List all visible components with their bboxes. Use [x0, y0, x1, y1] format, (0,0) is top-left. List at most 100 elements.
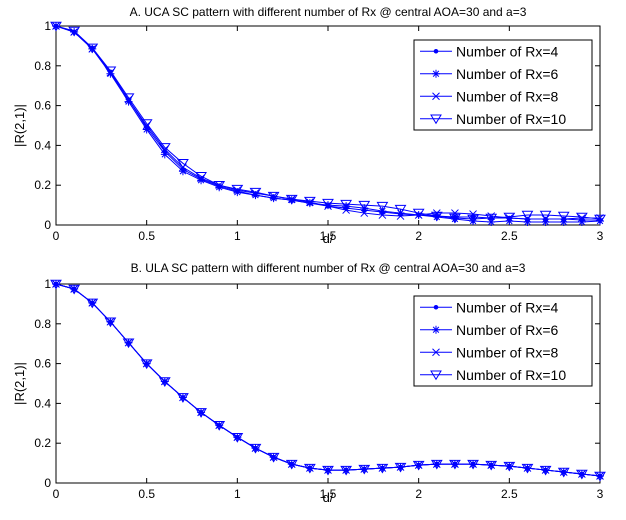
series-4: [50, 21, 606, 225]
data-point: [68, 284, 81, 295]
series-4: [50, 279, 606, 482]
x-tick-label: 0: [53, 229, 60, 243]
data-point: [539, 465, 552, 476]
data-point: [86, 43, 99, 54]
data-point: [287, 196, 296, 205]
data-point: [376, 463, 389, 474]
data-point: [575, 212, 588, 223]
data-point: [559, 218, 568, 227]
x-tick-label: 0.5: [138, 229, 155, 243]
data-point: [303, 196, 316, 207]
x-axis-label: d/: [323, 231, 334, 246]
chart-panel-1: A. UCA SC pattern with different number …: [12, 5, 606, 246]
data-point: [467, 214, 479, 225]
x-tick-label: 2: [415, 229, 422, 243]
legend-label: Number of Rx=6: [456, 66, 559, 82]
data-point: [322, 198, 334, 209]
y-tick-label: 0: [44, 218, 51, 232]
data-point: [251, 189, 260, 198]
y-axis-label: |R(2,1)|: [12, 362, 27, 405]
data-point: [557, 467, 570, 478]
series-3: [52, 22, 604, 223]
data-point: [505, 214, 514, 222]
y-tick-label: 0.4: [34, 396, 51, 410]
data-point: [503, 461, 516, 472]
y-tick-label: 0.2: [34, 178, 51, 192]
data-point: [160, 150, 169, 159]
data-point: [376, 201, 389, 212]
data-point: [412, 460, 425, 471]
data-point: [177, 159, 189, 169]
data-point: [195, 171, 207, 182]
legend-label: Number of Rx=6: [456, 322, 559, 338]
legend-label: Number of Rx=10: [456, 111, 566, 127]
y-tick-label: 1: [44, 277, 51, 291]
legend-label: Number of Rx=4: [456, 299, 559, 315]
data-point: [177, 393, 189, 403]
data-point: [523, 218, 532, 227]
data-point: [142, 121, 151, 130]
data-point: [251, 191, 260, 200]
data-point: [233, 186, 242, 195]
x-axis-label: d/: [323, 490, 334, 505]
x-tick-label: 1: [234, 229, 241, 243]
data-point: [449, 459, 461, 470]
data-point: [160, 145, 169, 154]
data-point: [469, 217, 478, 226]
data-point: [596, 217, 604, 226]
data-point: [396, 212, 405, 220]
data-point: [360, 209, 369, 217]
data-point: [267, 452, 280, 463]
data-point: [249, 187, 262, 198]
legend: Number of Rx=4 Number of Rx=6 Number of Rx…: [413, 39, 593, 131]
data-point: [541, 218, 550, 227]
data-point: [140, 359, 153, 370]
y-tick-label: 0.6: [34, 357, 51, 371]
data-point: [358, 464, 371, 475]
x-tick-label: 0.5: [138, 487, 155, 501]
x-tick-label: 3: [597, 229, 604, 243]
series-line: [55, 25, 601, 220]
data-point: [594, 471, 606, 482]
legend-label: Number of Rx=8: [456, 88, 559, 104]
data-point: [521, 463, 534, 474]
data-point: [503, 212, 516, 223]
data-point: [197, 174, 205, 183]
legend-marker: [432, 69, 440, 78]
data-point: [142, 125, 151, 134]
data-point: [68, 26, 81, 37]
data-point: [86, 298, 99, 309]
legend-marker: [432, 92, 440, 101]
data-point: [285, 194, 298, 205]
data-point: [450, 215, 459, 224]
legend-marker: [432, 348, 440, 357]
data-point: [394, 462, 407, 473]
x-tick-label: 2: [415, 487, 422, 501]
data-point: [215, 183, 224, 192]
data-point: [412, 208, 425, 219]
data-point: [195, 408, 207, 418]
data-point: [285, 459, 298, 470]
data-point: [213, 421, 226, 431]
legend-marker: [433, 304, 439, 310]
x-tick-label: 0: [53, 487, 60, 501]
legend-marker: [433, 48, 439, 54]
data-point: [539, 210, 552, 221]
chart-panel-2: B. ULA SC pattern with different number …: [12, 261, 606, 505]
data-point: [233, 188, 242, 197]
legend: Number of Rx=4 Number of Rx=6 Number of Rx…: [413, 295, 593, 387]
legend-box: [413, 39, 593, 131]
data-point: [430, 211, 443, 222]
y-tick-label: 0.8: [34, 59, 51, 73]
data-point: [485, 460, 498, 471]
data-point: [521, 210, 534, 221]
data-point: [578, 214, 586, 222]
x-tick-label: 2.5: [501, 487, 518, 501]
y-tick-label: 0.4: [34, 138, 51, 152]
data-point: [50, 21, 62, 32]
x-tick-label: 2.5: [501, 229, 518, 243]
data-point: [432, 213, 441, 222]
data-point: [231, 432, 244, 443]
data-point: [594, 214, 606, 225]
x-tick-label: 1: [234, 487, 241, 501]
